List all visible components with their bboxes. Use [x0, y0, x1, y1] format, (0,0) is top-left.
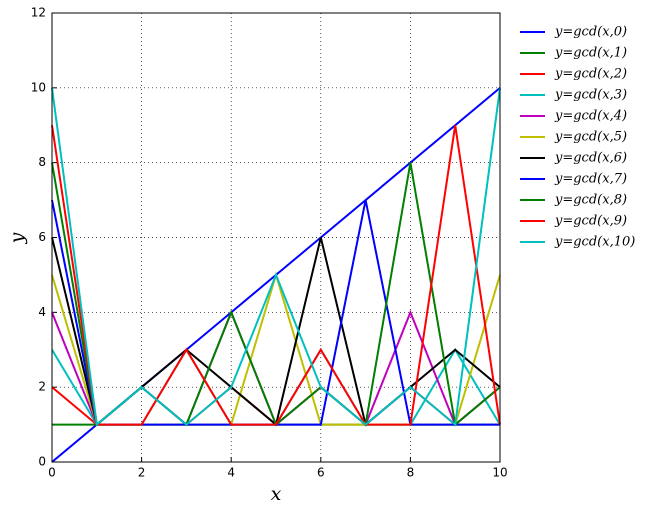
- x-tick-label: 0: [48, 466, 56, 480]
- y-tick-label: 12: [31, 6, 46, 20]
- series-line: [51, 87, 501, 427]
- x-tick-label: 2: [138, 466, 146, 480]
- legend-label: y=gcd(x,3): [554, 88, 627, 103]
- x-tick-label: 8: [407, 466, 415, 480]
- x-tick-label: 10: [492, 466, 507, 480]
- legend-label: y=gcd(x,5): [554, 130, 627, 145]
- plot-frame: [51, 12, 501, 463]
- legend-label: y=gcd(x,4): [554, 109, 627, 124]
- x-tick-label: 4: [227, 466, 235, 480]
- legend-label: y=gcd(x,2): [554, 67, 627, 82]
- y-tick-label: 6: [38, 230, 46, 244]
- legend-label: y=gcd(x,0): [554, 25, 627, 40]
- legend-label: y=gcd(x,1): [554, 46, 627, 61]
- x-tick-label: 6: [317, 466, 325, 480]
- y-axis-label: y: [6, 232, 28, 244]
- legend-label: y=gcd(x,7): [554, 172, 627, 187]
- legend-label: y=gcd(x,6): [554, 151, 627, 166]
- y-tick-label: 8: [38, 155, 46, 169]
- x-axis-label: x: [271, 483, 282, 505]
- y-tick-label: 4: [38, 305, 46, 319]
- series-line: [51, 237, 501, 427]
- legend-label: y=gcd(x,9): [554, 214, 627, 229]
- series-line: [51, 125, 501, 426]
- legend-label: y=gcd(x,10): [554, 235, 635, 250]
- y-tick-label: 10: [31, 80, 46, 94]
- y-tick-label: 0: [38, 455, 46, 469]
- legend-label: y=gcd(x,8): [554, 193, 627, 208]
- y-tick-label: 2: [38, 380, 46, 394]
